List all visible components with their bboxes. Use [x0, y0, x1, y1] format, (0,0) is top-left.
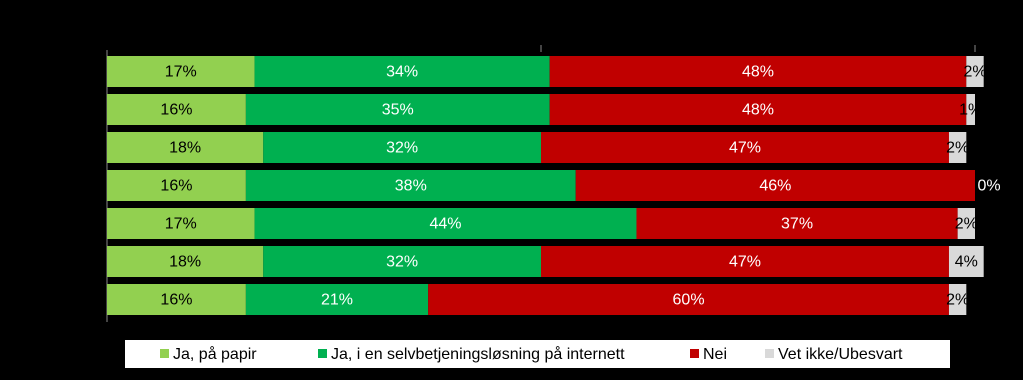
bar-segment: [245, 94, 550, 125]
bar-segment: [245, 170, 576, 201]
value-label: 2%: [963, 64, 986, 81]
legend-label: Ja, i en selvbetjeningsløsning på intern…: [331, 345, 625, 363]
value-label: 16%: [160, 292, 192, 309]
bar-segment: [107, 132, 264, 163]
bar-segment: [549, 94, 967, 125]
bar-segment: [107, 246, 264, 277]
value-label: 2%: [946, 140, 969, 157]
legend-label: Vet ikke/Ubesvart: [778, 346, 903, 363]
value-label: 16%: [160, 102, 192, 119]
bar-segment: [966, 56, 984, 87]
legend-label: Ja, på papir: [173, 345, 257, 363]
value-label: 1%: [959, 102, 982, 119]
value-label: 32%: [386, 254, 418, 271]
value-label: 48%: [742, 102, 774, 119]
legend-swatch: [690, 349, 699, 358]
bar-segment: [245, 284, 429, 315]
legend: [125, 340, 950, 368]
bar-segment: [636, 208, 958, 239]
value-label: 48%: [742, 64, 774, 81]
bar-segment: [966, 94, 975, 125]
bar-segment: [957, 208, 975, 239]
value-label: 44%: [430, 216, 462, 233]
bar-segment: [107, 94, 246, 125]
bar-segment: [541, 246, 949, 277]
value-label: 16%: [160, 178, 192, 195]
value-label: 17%: [165, 64, 197, 81]
bar-segment: [254, 208, 637, 239]
bar-segment: [549, 56, 967, 87]
bar-segment: [107, 56, 255, 87]
value-label: 0%: [977, 178, 1000, 195]
value-label: 18%: [169, 254, 201, 271]
bar-segment: [948, 246, 984, 277]
bar-segment: [254, 56, 550, 87]
legend-swatch: [160, 349, 169, 358]
value-label: 32%: [386, 140, 418, 157]
value-label: 18%: [169, 140, 201, 157]
value-label: 35%: [382, 102, 414, 119]
legend-label: Nei: [703, 346, 727, 363]
bar-segment: [263, 246, 541, 277]
bar-segment: [428, 284, 949, 315]
value-label: 37%: [781, 216, 813, 233]
value-label: 47%: [729, 254, 761, 271]
value-label: 46%: [759, 178, 791, 195]
value-label: 34%: [386, 64, 418, 81]
legend-swatch: [765, 349, 774, 358]
bar-segment: [541, 132, 949, 163]
value-label: 60%: [673, 292, 705, 309]
value-label: 2%: [946, 292, 969, 309]
value-label: 47%: [729, 140, 761, 157]
bar-segment: [948, 132, 967, 163]
bar-segment: [263, 132, 541, 163]
bar-segment: [107, 170, 246, 201]
value-label: 21%: [321, 292, 353, 309]
legend-swatch: [318, 349, 327, 358]
bar-segment: [575, 170, 975, 201]
value-label: 4%: [955, 254, 978, 271]
value-label: 2%: [955, 216, 978, 233]
bar-segment: [948, 284, 967, 315]
bar-segment: [107, 284, 246, 315]
bar-segment: [107, 208, 255, 239]
value-label: 38%: [395, 178, 427, 195]
value-label: 17%: [165, 216, 197, 233]
